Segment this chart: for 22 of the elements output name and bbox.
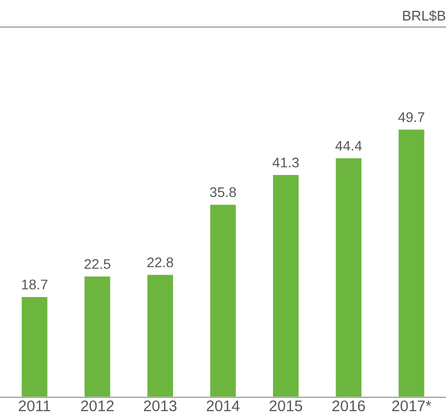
data-label: 22.5 bbox=[84, 259, 110, 269]
x-tick-label: 2012 bbox=[81, 400, 114, 412]
x-tick-label: 2014 bbox=[206, 400, 240, 412]
x-tick-label: 2011 bbox=[18, 400, 50, 412]
data-label: 35.8 bbox=[210, 187, 236, 198]
bar bbox=[334, 156, 363, 398]
bar bbox=[208, 203, 238, 398]
bar bbox=[146, 274, 174, 398]
bar bbox=[272, 174, 300, 398]
data-label: 49.7 bbox=[398, 112, 424, 122]
bar bbox=[397, 128, 426, 398]
x-tick-label: 2013 bbox=[144, 400, 177, 412]
data-label: 44.4 bbox=[335, 140, 362, 151]
data-label: 22.8 bbox=[147, 257, 174, 268]
x-tick-label: 2016 bbox=[332, 400, 365, 412]
bar bbox=[20, 296, 49, 398]
text: BRL$B bbox=[403, 10, 446, 22]
x-tick-label: 2015 bbox=[270, 400, 302, 412]
data-label: 41.3 bbox=[272, 158, 299, 168]
x-tick-label: 2017* bbox=[392, 400, 432, 412]
data-label: 18.7 bbox=[22, 280, 48, 290]
bar bbox=[83, 275, 112, 398]
